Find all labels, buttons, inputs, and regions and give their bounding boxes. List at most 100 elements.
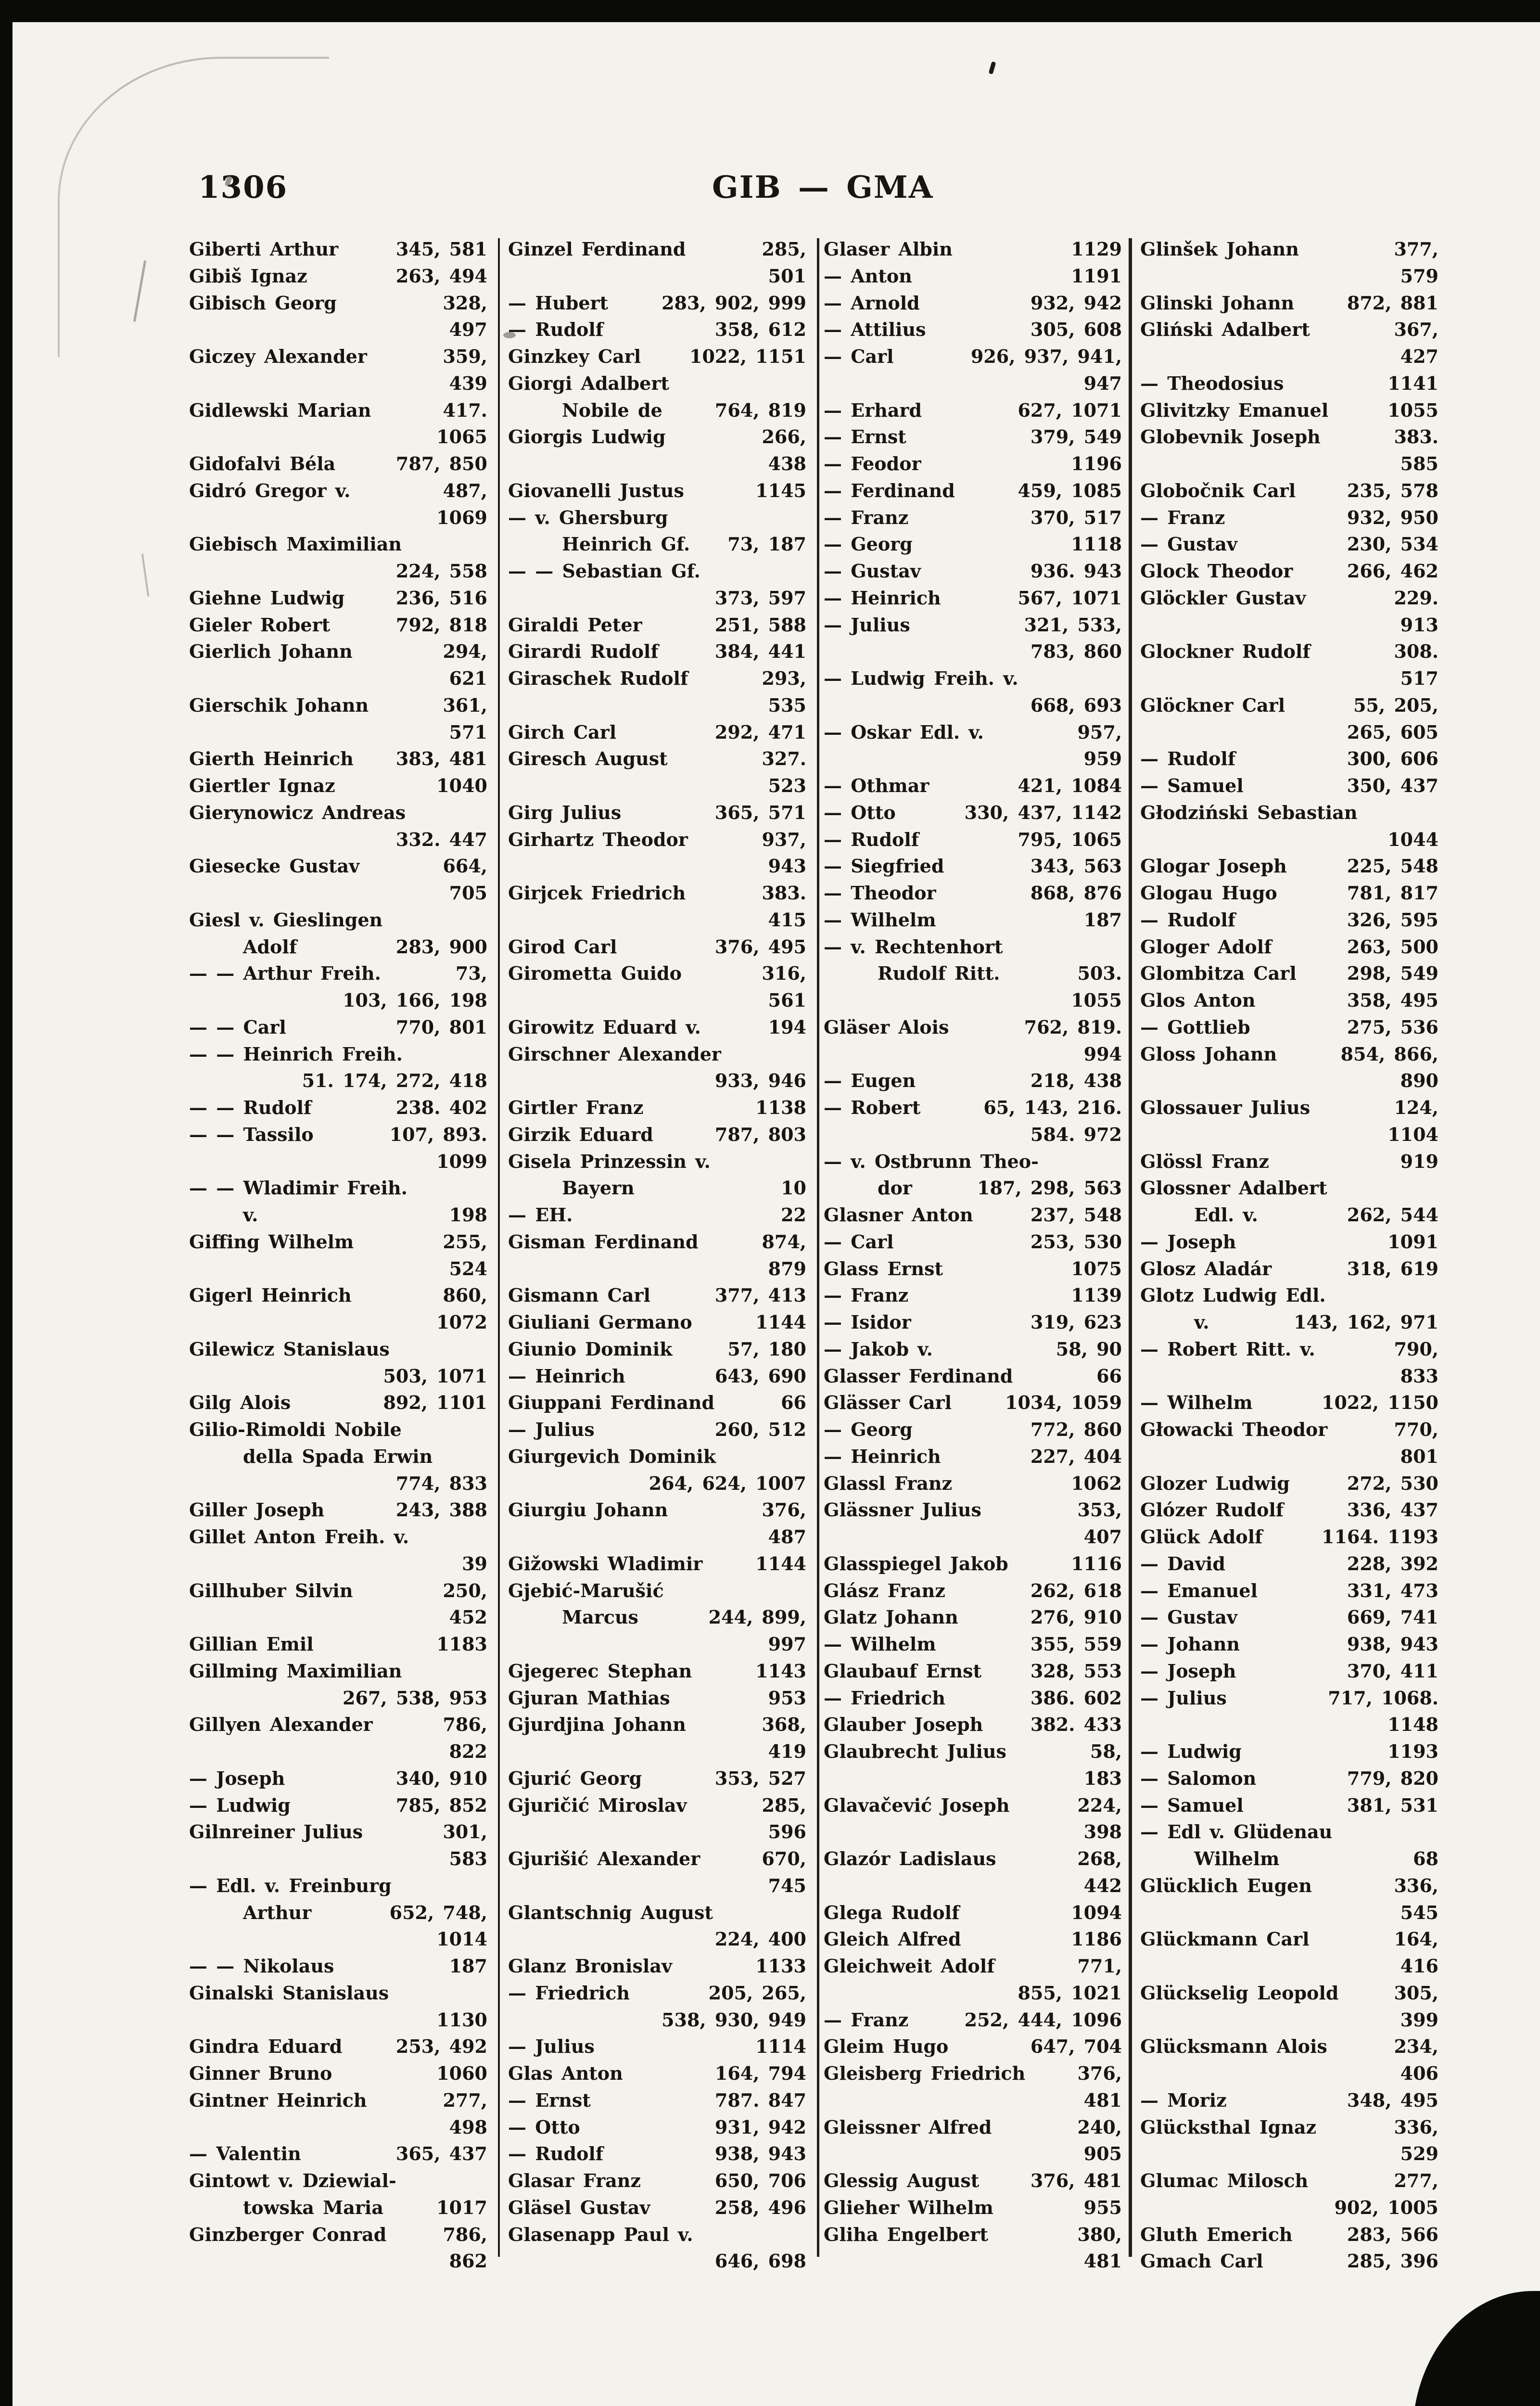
index-entry-line: Gleichweit Adolf 771,: [824, 1953, 1122, 1980]
entry-name: Gilio-Rimoldi Nobile: [189, 1419, 402, 1440]
index-entry-line: 947: [824, 370, 1122, 397]
entry-pages: 224, 400: [714, 1928, 806, 1950]
entry-name: Girod Carl: [508, 935, 617, 958]
entry-name: Gidofalvi Béla: [189, 453, 336, 474]
entry-pages: 359,: [443, 346, 487, 367]
index-entry-line: — Ernst 379, 549: [824, 423, 1122, 450]
entry-name: Arthur: [243, 1901, 312, 1923]
entry-name: — Julius: [508, 1419, 595, 1440]
entry-pages: 1022, 1151: [689, 346, 806, 367]
entry-name: Gjegerec Stephan: [508, 1660, 692, 1682]
entry-name: Gigerl Heinrich: [189, 1284, 352, 1306]
entry-pages: 770, 801: [395, 1016, 487, 1038]
entry-pages: 787, 850: [395, 453, 487, 474]
index-entry-line: 596: [508, 1818, 806, 1845]
index-entry-line: Głodziński Sebastian: [1140, 799, 1438, 826]
index-entry-line: Gjebić-Marušić: [508, 1577, 806, 1604]
entry-name: Giraldi Peter: [508, 614, 642, 636]
index-entry-line: Glozer Ludwig 272, 530: [1140, 1470, 1438, 1497]
entry-name: Glassl Franz: [824, 1472, 953, 1494]
entry-name: — Julius: [508, 2035, 595, 2058]
index-entry-line: Rudolf Ritt. 503.: [824, 960, 1122, 987]
entry-pages: 957,: [1077, 721, 1122, 743]
entry-name: Gillian Emil: [189, 1633, 314, 1655]
index-entry-line: Gliha Engelbert 380,: [824, 2221, 1122, 2248]
entry-name: Girch Carl: [508, 721, 617, 743]
entry-pages: 228, 392: [1347, 1552, 1438, 1574]
entry-name: Gillet Anton Freih. v.: [189, 1526, 409, 1548]
entry-pages: 1138: [755, 1097, 806, 1118]
entry-pages: 487,: [443, 479, 487, 501]
entry-pages: 283, 900: [395, 935, 487, 958]
entry-name: — — Heinrich Freih.: [189, 1043, 403, 1065]
entry-pages: 285, 396: [1347, 2250, 1438, 2272]
entry-name: — Edl v. Glüdenau: [1140, 1821, 1333, 1843]
index-entry-line: Girtler Franz 1138: [508, 1094, 806, 1121]
entry-name: — Franz: [824, 2009, 909, 2031]
entry-name: — EH.: [508, 1204, 573, 1226]
entry-pages: 503.: [1077, 962, 1122, 985]
entry-pages: 938, 943: [714, 2143, 806, 2165]
entry-name: Gidró Gregor v.: [189, 479, 351, 501]
index-entry-line: — Julius 260, 512: [508, 1416, 806, 1443]
index-entry-line: — Rudolf 795, 1065: [824, 826, 1122, 853]
index-entry-line: Ginner Bruno 1060: [189, 2060, 487, 2087]
index-entry-line: 498: [189, 2114, 487, 2141]
entry-pages: 379, 549: [1030, 426, 1122, 448]
index-entry-line: — Othmar 421, 1084: [824, 772, 1122, 799]
index-entry-line: Glogau Hugo 781, 817: [1140, 880, 1438, 907]
entry-name: — Moriz: [1140, 2089, 1227, 2111]
entry-pages: 561: [768, 989, 806, 1011]
entry-pages: 285,: [762, 238, 806, 260]
entry-name: Glogar Joseph: [1140, 855, 1287, 877]
index-entry-line: 439: [189, 370, 487, 397]
entry-pages: 10: [781, 1177, 806, 1199]
index-entry-line: — Wilhelm 187: [824, 907, 1122, 934]
index-entry-line: Glaubrecht Julius 58,: [824, 1738, 1122, 1765]
index-entry-line: Giehne Ludwig 236, 516: [189, 585, 487, 612]
entry-pages: 874,: [762, 1230, 806, 1253]
entry-pages: 1116: [1071, 1552, 1122, 1574]
index-entry-line: Giuliani Germano 1144: [508, 1309, 806, 1336]
entry-pages: 399: [1400, 2009, 1438, 2031]
entry-pages: 787, 803: [714, 1123, 806, 1145]
entry-pages: 376,: [1077, 2062, 1122, 2084]
entry-name: Giller Joseph: [189, 1499, 325, 1521]
index-entry-line: 442: [824, 1872, 1122, 1899]
entry-name: Gisman Ferdinand: [508, 1230, 699, 1253]
entry-name: Glieher Wilhelm: [824, 2196, 993, 2218]
entry-pages: 790,: [1394, 1338, 1438, 1360]
entry-name: Giertler Ignaz: [189, 775, 335, 796]
index-entry-line: Giraschek Rudolf 293,: [508, 665, 806, 692]
entry-pages: 358, 612: [714, 319, 806, 341]
entry-pages: 452: [449, 1606, 487, 1628]
entry-pages: 1075: [1071, 1257, 1122, 1280]
entry-pages: 225, 548: [1347, 855, 1438, 877]
entry-name: — Georg: [824, 1419, 913, 1440]
index-entry-line: 997: [508, 1631, 806, 1658]
index-entry-line: — Anton 1191: [824, 263, 1122, 290]
index-entry-line: 497: [189, 316, 487, 343]
index-entry-line: Gloss Johann 854, 866,: [1140, 1041, 1438, 1068]
scan-edge-left: [0, 0, 13, 2406]
entry-pages: 936. 943: [1030, 560, 1122, 582]
entry-pages: 262, 544: [1347, 1204, 1438, 1226]
index-entry-line: — Jakob v. 58, 90: [824, 1336, 1122, 1363]
index-entry-line: Glogar Joseph 225, 548: [1140, 853, 1438, 880]
index-entry-line: 535: [508, 692, 806, 719]
index-entry-line: 862: [189, 2248, 487, 2275]
index-entry-line: Globevnik Joseph 383.: [1140, 423, 1438, 450]
ink-speck: [988, 61, 996, 75]
entry-name: — — Sebastian Gf.: [508, 560, 700, 582]
index-entry-line: — Wilhelm 355, 559: [824, 1631, 1122, 1658]
entry-pages: 905: [1083, 2143, 1122, 2165]
entry-pages: 251, 588: [714, 614, 806, 636]
index-entry-line: Glück Adolf 1164. 1193: [1140, 1523, 1438, 1550]
entry-pages: 406: [1400, 2062, 1438, 2084]
entry-pages: 253, 492: [395, 2035, 487, 2058]
entry-name: — Ludwig: [189, 1794, 291, 1816]
entry-pages: 327.: [762, 748, 806, 770]
entry-name: — Joseph: [1140, 1230, 1236, 1253]
entry-name: — Friedrich: [824, 1687, 945, 1709]
entry-pages: 1104: [1387, 1123, 1438, 1145]
